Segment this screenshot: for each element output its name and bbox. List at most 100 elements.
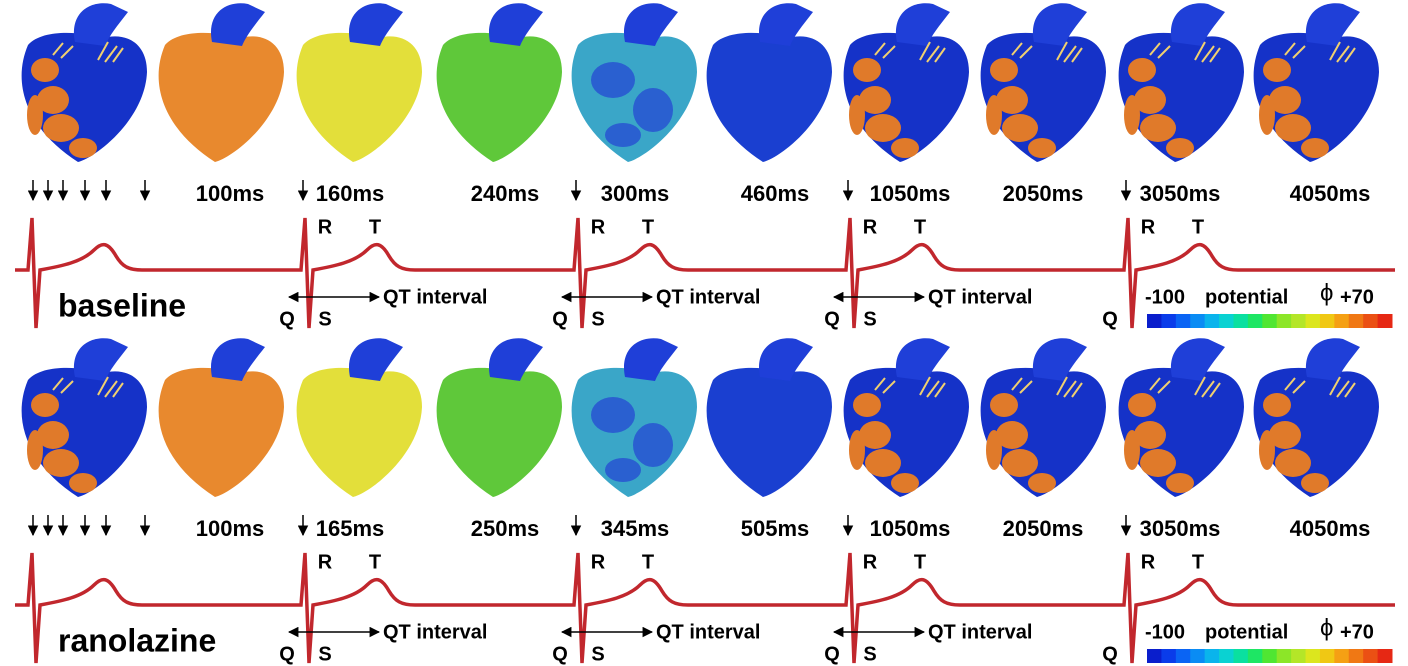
colorbar-cell — [1334, 314, 1349, 328]
heart-patch — [605, 123, 641, 147]
qt-label: QT interval — [656, 621, 760, 643]
t-label: T — [369, 551, 381, 573]
t-label: T — [642, 216, 654, 238]
q-label: Q — [279, 308, 295, 330]
time-label: 250ms — [471, 516, 540, 541]
heart-patch — [69, 473, 97, 493]
heart-patch — [1166, 138, 1194, 158]
colorbar-cell — [1262, 649, 1277, 663]
qt-label: QT interval — [656, 286, 760, 308]
colorbar-cell — [1147, 314, 1162, 328]
time-label: 460ms — [741, 181, 810, 206]
heart-patch — [1275, 449, 1311, 477]
condition-label: baseline — [58, 287, 186, 323]
heart — [159, 3, 284, 162]
r-label: R — [1141, 551, 1156, 573]
time-label: 2050ms — [1003, 516, 1084, 541]
time-label: 100ms — [196, 181, 265, 206]
time-label: 160ms — [316, 181, 385, 206]
heart — [1254, 3, 1379, 162]
t-label: T — [914, 216, 926, 238]
colorbar-cell — [1219, 314, 1234, 328]
heart-patch — [1124, 95, 1140, 135]
colorbar-cell — [1320, 314, 1335, 328]
t-label: T — [914, 551, 926, 573]
time-label: 1050ms — [870, 516, 951, 541]
heart — [297, 3, 422, 162]
r-label: R — [591, 551, 606, 573]
q-label: Q — [279, 643, 295, 665]
colorbar-min: -100 — [1145, 621, 1185, 643]
s-label: S — [591, 308, 604, 330]
colorbar-cell — [1161, 649, 1176, 663]
heart-patch — [891, 138, 919, 158]
colorbar-cell — [1277, 649, 1292, 663]
heart — [844, 3, 969, 162]
colorbar-cell — [1306, 649, 1321, 663]
heart-patch — [43, 114, 79, 142]
colorbar-cell — [1320, 649, 1335, 663]
heart-patch — [1002, 449, 1038, 477]
heart-body — [707, 368, 832, 497]
colorbar-cell — [1147, 649, 1162, 663]
heart-body — [159, 33, 284, 162]
heart-patch — [1128, 393, 1156, 417]
time-label: 300ms — [601, 181, 670, 206]
heart-patch — [1259, 430, 1275, 470]
s-label: S — [863, 643, 876, 665]
heart-patch — [605, 458, 641, 482]
ecg-trace — [1114, 553, 1395, 663]
colorbar-max: +70 — [1340, 286, 1374, 308]
heart-patch — [633, 423, 673, 467]
time-label: 3050ms — [1140, 516, 1221, 541]
q-label: Q — [1102, 643, 1118, 665]
heart — [707, 3, 832, 162]
heart — [437, 3, 562, 162]
ecg-trace — [1114, 218, 1395, 328]
colorbar-cell — [1363, 649, 1378, 663]
colorbar-cell — [1161, 314, 1176, 328]
r-label: R — [318, 216, 333, 238]
heart-body — [159, 368, 284, 497]
heart-patch — [865, 114, 901, 142]
qt-label: QT interval — [928, 621, 1032, 643]
colorbar-cell — [1219, 649, 1234, 663]
heart-patch — [1259, 95, 1275, 135]
heart-body — [297, 368, 422, 497]
t-label: T — [642, 551, 654, 573]
heart-patch — [853, 393, 881, 417]
q-label: Q — [552, 308, 568, 330]
heart-patch — [1140, 449, 1176, 477]
heart-patch — [591, 397, 635, 433]
colorbar-cell — [1277, 314, 1292, 328]
s-label: S — [318, 308, 331, 330]
s-label: S — [318, 643, 331, 665]
heart — [707, 338, 832, 497]
t-label: T — [1192, 216, 1204, 238]
heart-patch — [891, 473, 919, 493]
colorbar-cell — [1190, 314, 1205, 328]
r-label: R — [591, 216, 606, 238]
q-label: Q — [824, 308, 840, 330]
heart-body — [707, 33, 832, 162]
heart-body — [437, 368, 562, 497]
colorbar-cell — [1291, 649, 1306, 663]
colorbar-cell — [1233, 649, 1248, 663]
colorbar-symbol: ϕ — [1320, 614, 1333, 641]
time-label: 1050ms — [870, 181, 951, 206]
heart — [1254, 338, 1379, 497]
colorbar-cell — [1233, 314, 1248, 328]
colorbar-cell — [1378, 649, 1393, 663]
heart-patch — [43, 449, 79, 477]
s-label: S — [863, 308, 876, 330]
colorbar-cell — [1205, 649, 1220, 663]
heart-patch — [1028, 473, 1056, 493]
colorbar-max: +70 — [1340, 621, 1374, 643]
q-label: Q — [824, 643, 840, 665]
t-label: T — [1192, 551, 1204, 573]
colorbar-cell — [1349, 649, 1364, 663]
r-label: R — [863, 551, 878, 573]
colorbar-cell — [1334, 649, 1349, 663]
colorbar-cell — [1248, 314, 1263, 328]
colorbar-cell — [1190, 649, 1205, 663]
